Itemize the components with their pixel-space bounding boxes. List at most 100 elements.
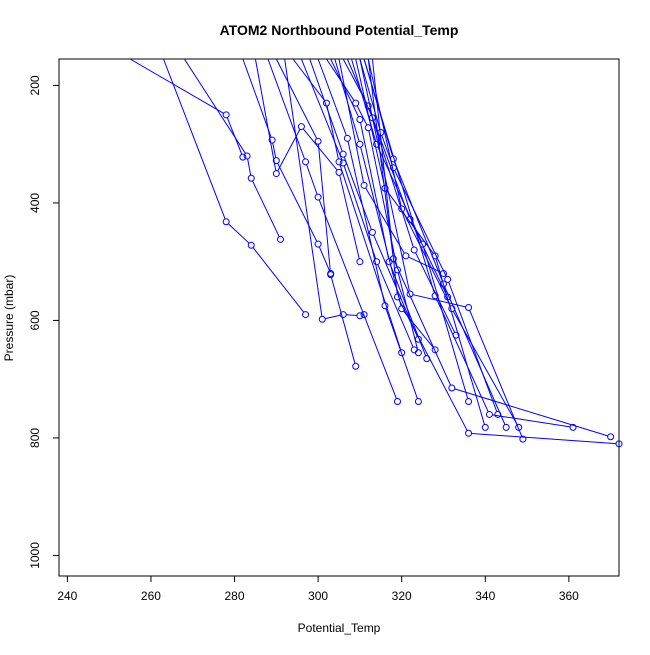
data-point [243, 152, 251, 160]
series-line-segment [163, 58, 226, 220]
data-point [339, 150, 347, 158]
series-line-segment [267, 58, 306, 160]
x-tick-label: 360 [559, 589, 579, 603]
data-point [444, 275, 452, 283]
series-line-segment [360, 146, 402, 306]
series-line-segment [300, 58, 343, 161]
series-line-segment [371, 58, 398, 295]
series-line-segment [309, 58, 343, 152]
series-line-segment [360, 122, 390, 259]
series-line-segment [228, 223, 250, 244]
series-line-segment [372, 120, 414, 248]
y-tick-label: 400 [28, 193, 42, 213]
data-point [448, 384, 456, 392]
data-point [356, 312, 364, 320]
series-line-segment [339, 164, 402, 351]
y-tick-label: 800 [28, 428, 42, 448]
series-line-segment [355, 58, 385, 186]
series-line-segment [129, 58, 224, 114]
series-line-segment [346, 314, 357, 317]
series-line-segment [317, 58, 347, 136]
series-line-segment [359, 58, 381, 130]
series-line-segment [252, 180, 280, 237]
data-point [335, 158, 343, 166]
data-point [247, 174, 255, 182]
data-point [519, 435, 527, 443]
series-line-segment [330, 277, 356, 364]
series-line-segment [412, 294, 466, 308]
data-point [339, 311, 347, 319]
data-point [343, 134, 351, 142]
data-point [402, 252, 410, 260]
series-line-segment [435, 258, 485, 425]
series-line-segment [277, 163, 318, 242]
series-line-segment [398, 299, 468, 431]
data-point [268, 136, 276, 144]
data-point [276, 235, 284, 243]
data-point [373, 258, 381, 266]
series-line-segment [306, 164, 318, 195]
data-point [239, 153, 247, 161]
data-point [615, 440, 623, 448]
series-line-segment [454, 388, 608, 437]
series-line-segment [367, 58, 394, 256]
data-point [222, 111, 230, 119]
data-point [352, 99, 360, 107]
data-point [485, 410, 493, 418]
data-point [465, 429, 473, 437]
data-point [481, 423, 489, 431]
series-line-segment [347, 141, 385, 303]
series-line-segment [394, 261, 452, 386]
data-point [431, 292, 439, 300]
data-point [465, 398, 473, 406]
data-point [569, 423, 577, 431]
data-point [222, 218, 230, 226]
series-line-segment [377, 264, 414, 348]
series-line-segment [252, 247, 305, 313]
series-line-segment [492, 414, 571, 428]
data-point [314, 193, 322, 201]
data-point [515, 423, 523, 431]
data-point [360, 181, 368, 189]
x-tick-label: 240 [57, 589, 77, 603]
series-line-segment [448, 281, 498, 412]
data-point [414, 398, 422, 406]
data-point [302, 311, 310, 319]
series-line-segment [363, 58, 435, 294]
chart-title: ATOM2 Northbound Potential_Temp [220, 22, 459, 38]
series-line-segment [469, 310, 523, 437]
series-line-segment [393, 161, 443, 282]
x-tick-label: 340 [475, 589, 495, 603]
data-point [410, 246, 418, 254]
data-point [297, 123, 305, 131]
series-line-segment [386, 190, 434, 254]
data-point [414, 349, 422, 357]
data-point [448, 305, 456, 313]
series-line-segment [367, 58, 402, 206]
series-line-segment [275, 58, 318, 139]
y-tick-label: 1000 [28, 542, 42, 569]
data-point [439, 280, 447, 288]
data-point [356, 258, 364, 266]
data-point [318, 315, 326, 323]
y-tick-label: 200 [28, 75, 42, 95]
series-line-segment [422, 246, 469, 399]
series-line-segment [318, 199, 397, 399]
series-line-segment [317, 144, 331, 272]
series-line-segment [254, 58, 277, 171]
series-line-segment [272, 142, 277, 158]
data-point [398, 349, 406, 357]
series-line-segment [292, 58, 326, 101]
series-line-segment [343, 165, 377, 260]
x-tick-label: 260 [141, 589, 161, 603]
data-point [247, 241, 255, 249]
x-tick-label: 320 [392, 589, 412, 603]
data-point [394, 398, 402, 406]
x-tick-label: 300 [308, 589, 328, 603]
data-point [272, 170, 280, 178]
series-line-segment [408, 256, 441, 273]
series-line-segment [435, 298, 489, 412]
